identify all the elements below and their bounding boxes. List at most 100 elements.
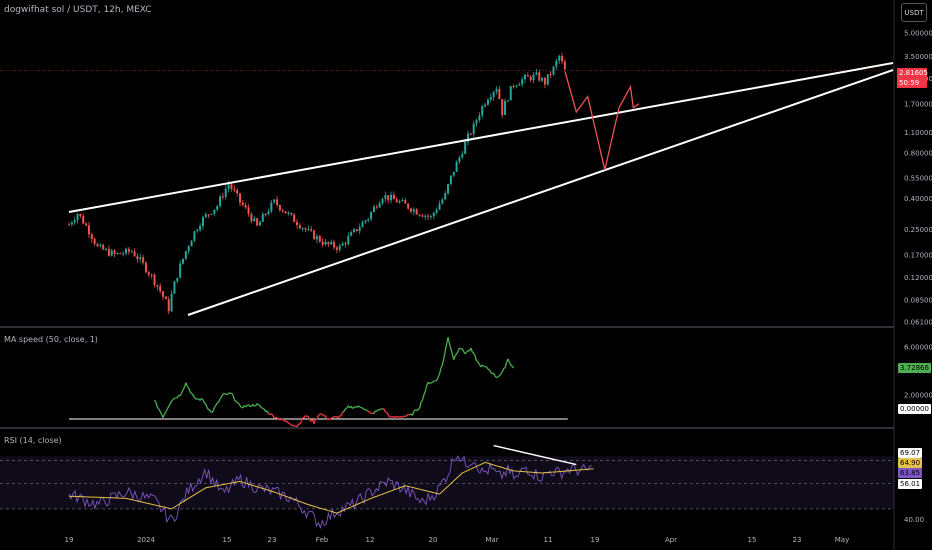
candle — [307, 225, 310, 232]
ma-segment — [276, 417, 280, 420]
candle — [447, 183, 450, 196]
ma-segment — [400, 416, 403, 418]
candle — [432, 211, 435, 220]
candle — [555, 58, 558, 70]
candle-body — [407, 203, 410, 209]
symbol-title: dogwifhat sol / USDT, 12h, MEXC — [4, 5, 152, 15]
candle-body — [484, 104, 487, 107]
candle-body — [301, 228, 304, 230]
candle-body — [452, 171, 455, 176]
candle-body — [207, 214, 210, 216]
ma-segment — [464, 351, 468, 355]
ma-segment — [324, 415, 328, 420]
ma-segment — [402, 415, 405, 418]
candle-body — [184, 251, 187, 259]
candle-body — [381, 198, 384, 204]
candle — [79, 213, 82, 218]
ma-segment — [337, 415, 341, 419]
candle — [153, 273, 156, 288]
lower-trendline — [187, 69, 894, 316]
ma-segment — [163, 411, 167, 415]
candle — [82, 213, 85, 225]
candle — [298, 222, 301, 230]
candle-body — [469, 133, 472, 135]
rsi-badge-4: 56.01 — [898, 479, 923, 489]
candle-body — [153, 274, 156, 285]
candle-body — [395, 199, 398, 203]
currency-button[interactable]: USDT — [901, 3, 927, 22]
candle-body — [515, 85, 518, 87]
ma-segment — [393, 415, 396, 419]
candle — [127, 247, 130, 256]
ma-segment — [309, 419, 312, 422]
ma-segment — [444, 343, 448, 352]
candle — [418, 214, 421, 217]
candle — [415, 208, 418, 215]
candle-body — [90, 234, 93, 239]
candle — [236, 187, 239, 197]
ma-segment — [485, 366, 489, 370]
candle — [461, 150, 464, 160]
candle — [70, 220, 73, 227]
ma-segment — [497, 375, 500, 378]
candle-body — [555, 60, 558, 67]
candle-body — [529, 76, 532, 81]
ma-segment — [245, 405, 248, 408]
candle-body — [449, 175, 452, 185]
candle — [344, 241, 347, 248]
ma-segment — [362, 407, 365, 410]
candle-body — [390, 194, 393, 201]
ma-segment — [414, 409, 418, 412]
time-tick: 23 — [268, 536, 277, 544]
candle — [219, 194, 222, 208]
candle-body — [147, 272, 150, 275]
candle — [116, 252, 119, 255]
ma-segment — [282, 418, 285, 422]
candle-body — [170, 293, 173, 312]
candle — [327, 241, 330, 247]
ma-segment — [186, 385, 190, 389]
ma-segment — [261, 407, 264, 410]
candle — [99, 243, 102, 248]
candle-body — [404, 200, 407, 204]
candle — [441, 197, 444, 205]
candle-body — [455, 161, 458, 172]
candle — [364, 219, 367, 225]
time-tick: 12 — [366, 536, 375, 544]
candle-body — [210, 213, 213, 215]
price-tick: 0.25000 — [904, 226, 932, 234]
candle-body — [139, 257, 142, 260]
ma-segment — [471, 351, 475, 354]
ma-segment — [313, 419, 317, 425]
candle — [184, 250, 187, 261]
price-tick: 0.12000 — [904, 274, 932, 282]
candle-body — [227, 184, 230, 189]
candle — [164, 295, 167, 300]
candle-body — [424, 215, 427, 217]
candle-body — [164, 296, 167, 300]
ma-segment — [441, 358, 445, 366]
candle-body — [130, 251, 133, 253]
ma-segment — [268, 413, 271, 416]
ma-last-value-badge: 3.72866 — [898, 363, 931, 373]
candle-body — [538, 72, 541, 81]
rsi-badge-2: 64.90 — [898, 458, 923, 468]
ma-segment — [185, 382, 188, 387]
candle — [216, 204, 219, 212]
ma-segment — [376, 409, 379, 412]
candle — [521, 76, 524, 88]
candle — [335, 245, 338, 254]
candle — [290, 212, 293, 217]
candle — [410, 207, 412, 214]
ma-segment — [330, 416, 334, 420]
candle-body — [521, 79, 524, 85]
ma-segment — [191, 392, 194, 396]
ma-segment — [437, 373, 441, 378]
time-tick: May — [835, 536, 849, 544]
candle — [509, 86, 512, 101]
candle — [506, 99, 509, 103]
candle — [515, 84, 518, 89]
ma-segment — [508, 361, 512, 366]
candle — [561, 52, 564, 65]
